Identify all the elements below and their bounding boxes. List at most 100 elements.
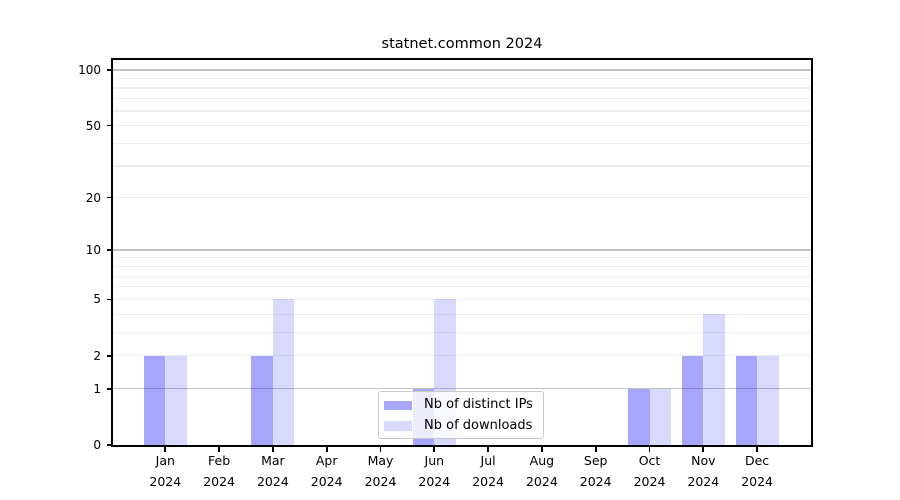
- gridline-9: [113, 257, 811, 259]
- x-tick-year: 2024: [149, 473, 182, 489]
- gridline-5: [113, 298, 811, 300]
- y-tick-0: [107, 444, 113, 446]
- y-tick-label-1: 1: [93, 381, 101, 396]
- gridline-40: [113, 142, 811, 144]
- x-tick-sep: [594, 446, 597, 452]
- x-tick-jul: [487, 446, 489, 452]
- legend-swatch-downloads-icon: [384, 421, 412, 431]
- x-tick-month: Feb: [208, 453, 231, 468]
- bar-nb-of-downloads-nov: [703, 314, 725, 445]
- y-tick-10: [107, 249, 113, 251]
- x-tick-year: 2024: [203, 473, 235, 489]
- bar-nb-of-distinct-ips-dec: [735, 355, 758, 445]
- x-tick-month: Jul: [480, 453, 496, 468]
- x-tick-aug: [541, 446, 543, 452]
- legend-item-downloads: Nb of downloads: [384, 416, 543, 437]
- x-tick-year: 2024: [525, 473, 558, 489]
- gridline-8: [113, 265, 811, 268]
- bar-nb-of-distinct-ips-nov: [681, 355, 704, 445]
- x-tick-label-aug: Aug 2024: [514, 451, 570, 492]
- x-tick-jun: [433, 446, 436, 452]
- y-tick-5: [107, 298, 113, 301]
- x-tick-year: 2024: [310, 473, 343, 489]
- bar-nb-of-distinct-ips-jan: [143, 355, 166, 445]
- y-tick-label-10: 10: [85, 243, 101, 258]
- gridline-50: [113, 125, 811, 127]
- x-tick-month: May: [367, 453, 394, 468]
- y-tick-1: [107, 387, 113, 390]
- x-tick-label-sep: Sep 2024: [568, 451, 624, 492]
- y-tick-100: [107, 69, 113, 71]
- x-tick-month: Apr: [315, 453, 338, 468]
- gridline-10: [113, 249, 811, 251]
- x-tick-dec: [756, 446, 758, 452]
- gridline-30: [113, 165, 811, 167]
- bar-nb-of-distinct-ips-oct: [628, 388, 650, 445]
- x-tick-year: 2024: [579, 473, 612, 489]
- gridline-20: [113, 197, 811, 199]
- x-tick-label-jan: Jan 2024: [137, 451, 193, 492]
- gridline-3: [113, 331, 811, 333]
- x-tick-nov: [702, 446, 705, 452]
- gridline-90: [113, 77, 811, 80]
- x-tick-month: Nov: [691, 453, 716, 468]
- chart-title: statnet.common 2024: [381, 36, 543, 52]
- y-tick-label-0: 0: [93, 438, 101, 452]
- x-tick-label-oct: Oct 2024: [622, 451, 678, 492]
- x-tick-label-nov: Nov 2024: [675, 451, 731, 492]
- gridline-80: [113, 87, 811, 89]
- gridline-7: [113, 275, 811, 277]
- gridline-60: [113, 110, 811, 112]
- gridline-1: [113, 387, 811, 390]
- legend: Nb of distinct IPs Nb of downloads: [378, 391, 544, 439]
- x-tick-year: 2024: [741, 473, 773, 489]
- y-tick-label-100: 100: [78, 62, 101, 77]
- bar-nb-of-downloads-oct: [649, 388, 671, 445]
- gridline-2: [113, 355, 811, 357]
- y-tick-label-5: 5: [93, 292, 101, 307]
- x-tick-label-jul: Jul 2024: [460, 451, 516, 492]
- legend-swatch-distinct-ips-icon: [384, 400, 412, 410]
- y-tick-50: [107, 124, 113, 127]
- y-tick-label-20: 20: [85, 190, 101, 205]
- y-tick-2: [107, 354, 113, 357]
- x-tick-year: 2024: [633, 473, 666, 489]
- plot-area: Nb of distinct IPs Nb of downloads: [111, 58, 813, 447]
- x-tick-label-dec: Dec 2024: [729, 451, 785, 492]
- x-tick-year: 2024: [256, 473, 289, 489]
- gridline-70: [113, 98, 811, 100]
- x-tick-oct: [648, 446, 651, 452]
- x-tick-feb: [218, 446, 220, 452]
- x-tick-year: 2024: [472, 473, 504, 489]
- x-tick-month: Aug: [529, 453, 555, 468]
- legend-label-distinct-ips: Nb of distinct IPs: [424, 397, 533, 413]
- gridline-6: [113, 286, 811, 288]
- x-tick-mar: [272, 446, 274, 452]
- x-tick-month: Oct: [638, 453, 661, 468]
- y-tick-20: [107, 196, 113, 199]
- y-tick-label-50: 50: [85, 118, 101, 133]
- bar-nb-of-downloads-mar: [272, 299, 295, 445]
- y-tick-label-2: 2: [93, 348, 101, 363]
- x-tick-month: Dec: [744, 453, 770, 468]
- x-tick-label-mar: Mar 2024: [245, 451, 301, 492]
- x-tick-month: Sep: [583, 453, 608, 468]
- x-tick-month: Jan: [155, 453, 175, 468]
- x-tick-may: [379, 446, 382, 452]
- x-tick-label-may: May 2024: [353, 451, 409, 492]
- bars-layer: [113, 60, 811, 445]
- legend-item-distinct-ips: Nb of distinct IPs: [384, 395, 543, 416]
- gridline-4: [113, 313, 811, 315]
- x-tick-year: 2024: [418, 473, 451, 489]
- gridline-100: [113, 69, 811, 71]
- x-tick-month: Jun: [424, 453, 445, 468]
- x-tick-year: 2024: [364, 473, 397, 489]
- x-tick-label-apr: Apr 2024: [299, 451, 355, 492]
- x-tick-month: Mar: [261, 453, 285, 468]
- x-tick-label-feb: Feb 2024: [191, 451, 247, 492]
- legend-label-downloads: Nb of downloads: [424, 417, 533, 433]
- bar-nb-of-distinct-ips-mar: [251, 355, 273, 445]
- x-tick-label-jun: Jun 2024: [406, 451, 462, 492]
- x-tick-jan: [164, 446, 167, 452]
